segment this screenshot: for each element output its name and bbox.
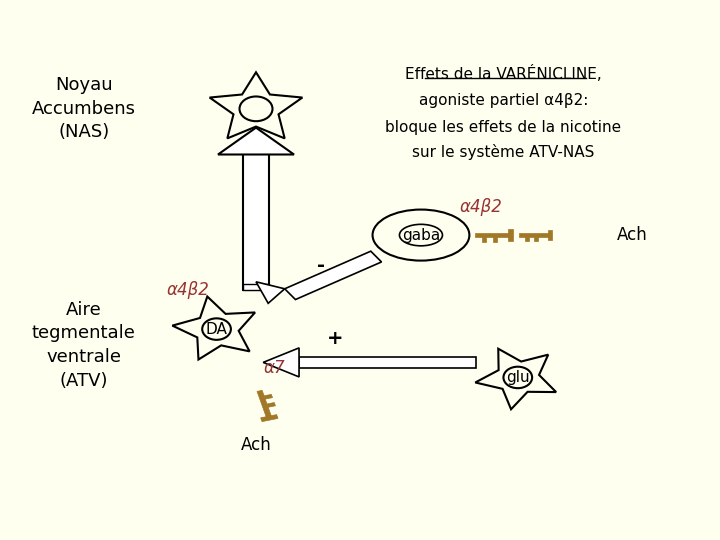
- Text: glu: glu: [506, 370, 530, 385]
- Text: α4β2: α4β2: [459, 198, 502, 215]
- Polygon shape: [264, 348, 299, 377]
- Text: α7: α7: [263, 359, 284, 377]
- Text: DA: DA: [206, 322, 228, 336]
- Bar: [243, 284, 269, 291]
- Text: α4β2: α4β2: [166, 281, 210, 299]
- Text: Ach: Ach: [240, 436, 271, 454]
- Polygon shape: [474, 233, 510, 237]
- Text: Ach: Ach: [617, 226, 648, 244]
- Polygon shape: [218, 127, 294, 154]
- Polygon shape: [256, 282, 284, 303]
- Text: agoniste partiel α4β2:: agoniste partiel α4β2:: [419, 93, 588, 109]
- Text: Effets de la VARÉNICLINE,: Effets de la VARÉNICLINE,: [405, 65, 602, 83]
- Text: Aire
tegmentale
ventrale
(ATV): Aire tegmentale ventrale (ATV): [32, 301, 136, 390]
- Polygon shape: [482, 237, 486, 242]
- Text: sur le système ATV-NAS: sur le système ATV-NAS: [413, 144, 595, 160]
- Polygon shape: [526, 237, 529, 241]
- Polygon shape: [534, 237, 538, 241]
- Polygon shape: [548, 230, 552, 240]
- Polygon shape: [264, 394, 273, 399]
- Polygon shape: [261, 415, 278, 422]
- Text: Noyau
Accumbens
(NAS): Noyau Accumbens (NAS): [32, 76, 136, 141]
- Bar: [243, 153, 269, 291]
- Polygon shape: [284, 251, 382, 300]
- Polygon shape: [508, 229, 513, 241]
- Text: -: -: [317, 256, 325, 275]
- Polygon shape: [299, 357, 476, 368]
- Text: bloque les effets de la nicotine: bloque les effets de la nicotine: [385, 120, 621, 135]
- Polygon shape: [492, 237, 497, 242]
- Polygon shape: [267, 402, 276, 407]
- Text: +: +: [327, 329, 343, 348]
- Text: gaba: gaba: [402, 227, 440, 242]
- Polygon shape: [257, 390, 272, 418]
- Polygon shape: [519, 233, 549, 237]
